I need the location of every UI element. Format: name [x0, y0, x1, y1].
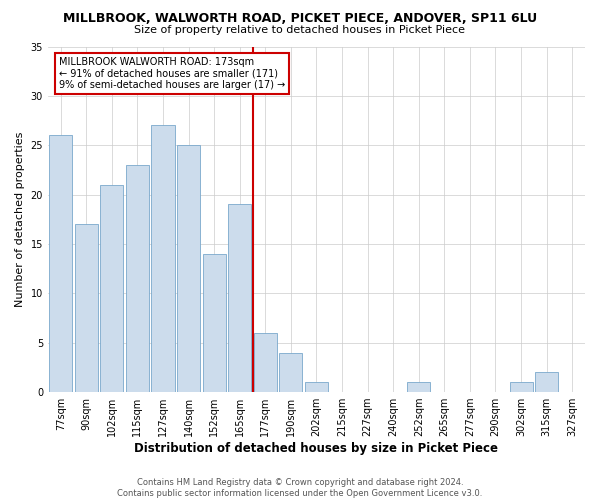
Bar — [280, 352, 302, 392]
X-axis label: Distribution of detached houses by size in Picket Piece: Distribution of detached houses by size … — [134, 442, 499, 455]
Bar — [407, 382, 430, 392]
Bar — [228, 204, 251, 392]
Bar — [509, 382, 533, 392]
Bar — [126, 165, 149, 392]
Bar — [203, 254, 226, 392]
Bar — [305, 382, 328, 392]
Bar — [75, 224, 98, 392]
Text: Contains HM Land Registry data © Crown copyright and database right 2024.
Contai: Contains HM Land Registry data © Crown c… — [118, 478, 482, 498]
Text: MILLBROOK, WALWORTH ROAD, PICKET PIECE, ANDOVER, SP11 6LU: MILLBROOK, WALWORTH ROAD, PICKET PIECE, … — [63, 12, 537, 26]
Bar — [49, 136, 72, 392]
Bar — [151, 126, 175, 392]
Y-axis label: Number of detached properties: Number of detached properties — [15, 132, 25, 307]
Bar — [535, 372, 558, 392]
Text: MILLBROOK WALWORTH ROAD: 173sqm
← 91% of detached houses are smaller (171)
9% of: MILLBROOK WALWORTH ROAD: 173sqm ← 91% of… — [59, 57, 285, 90]
Text: Size of property relative to detached houses in Picket Piece: Size of property relative to detached ho… — [134, 25, 466, 35]
Bar — [100, 184, 124, 392]
Bar — [177, 145, 200, 392]
Bar — [254, 333, 277, 392]
